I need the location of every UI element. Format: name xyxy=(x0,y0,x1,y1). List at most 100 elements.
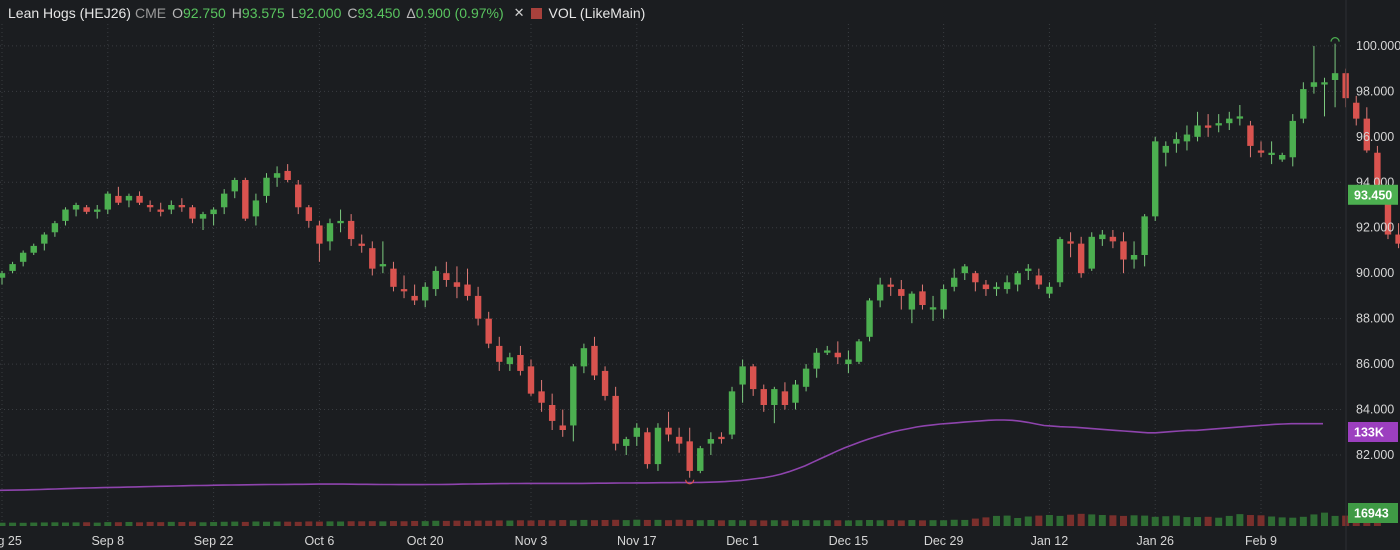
candle xyxy=(972,270,979,292)
candle-body xyxy=(527,366,535,394)
candle-body xyxy=(707,439,715,444)
open-value: 92.750 xyxy=(182,5,226,21)
candle-body xyxy=(993,286,1000,290)
volume-bar xyxy=(252,521,260,526)
candle xyxy=(982,280,990,296)
candle xyxy=(51,220,59,237)
candle xyxy=(876,277,884,308)
volume-bar xyxy=(1077,513,1085,526)
volume-bar xyxy=(337,521,345,526)
candle xyxy=(538,380,545,412)
close-x-icon[interactable]: ✕ xyxy=(513,5,525,20)
candle xyxy=(400,275,408,299)
volume-bar xyxy=(231,521,239,526)
candle xyxy=(146,200,154,212)
candle xyxy=(675,427,683,453)
candle xyxy=(411,284,418,305)
volume-bar xyxy=(516,520,524,526)
candle xyxy=(601,366,609,401)
low-marker xyxy=(685,479,695,485)
candle-body xyxy=(1204,125,1212,128)
candle-body xyxy=(845,359,852,365)
candle xyxy=(612,386,619,451)
volume-bar xyxy=(495,520,503,526)
candle-body xyxy=(51,223,59,233)
candle xyxy=(83,205,90,215)
candle-body xyxy=(517,355,524,371)
volume-bar xyxy=(263,521,270,526)
candle-body xyxy=(358,243,365,246)
volume-study-label[interactable]: VOL (LikeMain) xyxy=(548,5,646,21)
high-value: 93.575 xyxy=(241,5,285,21)
candle-body xyxy=(982,284,990,290)
price-tick-label: 88.000 xyxy=(1356,312,1394,326)
candle xyxy=(1395,223,1400,249)
volume-bar xyxy=(1119,515,1127,526)
price-axis[interactable]: 82.00084.00086.00088.00090.00092.00094.0… xyxy=(1345,0,1400,550)
candle-body xyxy=(125,195,133,201)
volume-bar xyxy=(1088,514,1096,526)
volume-bar xyxy=(834,520,842,526)
candle xyxy=(1067,232,1074,258)
candle-body xyxy=(305,207,313,221)
candle-body xyxy=(623,439,630,446)
candle-body xyxy=(961,266,968,274)
volume-moving-average xyxy=(0,419,1323,492)
volume-bar xyxy=(1162,516,1170,526)
candle-body xyxy=(1268,152,1275,155)
candle-body xyxy=(72,205,80,210)
candle-body xyxy=(62,209,69,221)
last-price-badge: 93.450 xyxy=(1354,188,1392,202)
volume-bar xyxy=(1204,516,1212,526)
candle-body xyxy=(771,389,778,405)
candle-body xyxy=(972,273,979,283)
volume-bar xyxy=(707,520,715,526)
candle-body xyxy=(41,234,48,244)
candle-body xyxy=(1215,123,1222,126)
volume-bar xyxy=(506,520,514,526)
volume-bar xyxy=(643,519,651,526)
candle-body xyxy=(591,345,598,376)
candle-body xyxy=(1289,120,1296,158)
candle-body xyxy=(1120,241,1127,260)
candle xyxy=(1204,114,1212,137)
candle xyxy=(189,205,196,224)
candle xyxy=(771,386,778,424)
change-label: Δ xyxy=(406,5,416,21)
volume-bar xyxy=(9,522,17,526)
candle xyxy=(887,277,894,296)
symbol-name[interactable]: Lean Hogs (HEJ26) xyxy=(8,5,131,21)
candle xyxy=(951,268,958,292)
candle xyxy=(1363,107,1371,153)
candle-body xyxy=(1374,152,1381,190)
volume-bar xyxy=(1278,517,1286,526)
candle xyxy=(792,380,799,410)
candle xyxy=(548,393,556,430)
volume-bar xyxy=(1215,517,1223,526)
candle xyxy=(517,345,524,376)
candle xyxy=(580,343,588,374)
candle-body xyxy=(104,193,111,210)
price-tick-label: 92.000 xyxy=(1356,221,1394,235)
candle xyxy=(485,311,492,349)
candle-body xyxy=(263,177,270,196)
candle-body xyxy=(1003,282,1011,290)
volume-bar xyxy=(368,521,376,526)
candle-body xyxy=(316,225,323,244)
candle-body xyxy=(1056,239,1064,283)
extreme-markers xyxy=(685,37,1340,485)
volume-bar xyxy=(1035,515,1043,526)
volume-bar xyxy=(157,522,165,526)
candle xyxy=(41,232,48,251)
candle xyxy=(718,432,725,444)
time-axis[interactable]: Aug 25 Sep 8 Sep 22 Oct 6 Oct 20 Nov 3 Nov 17 D… xyxy=(0,534,1277,548)
volume-color-swatch xyxy=(530,7,542,19)
candle-body xyxy=(1141,216,1148,255)
candle-body xyxy=(1353,102,1360,119)
candle xyxy=(570,364,577,442)
candle-body xyxy=(887,284,894,287)
candle-body xyxy=(644,432,651,465)
candle xyxy=(1099,230,1106,246)
volume-bar xyxy=(1014,517,1022,526)
